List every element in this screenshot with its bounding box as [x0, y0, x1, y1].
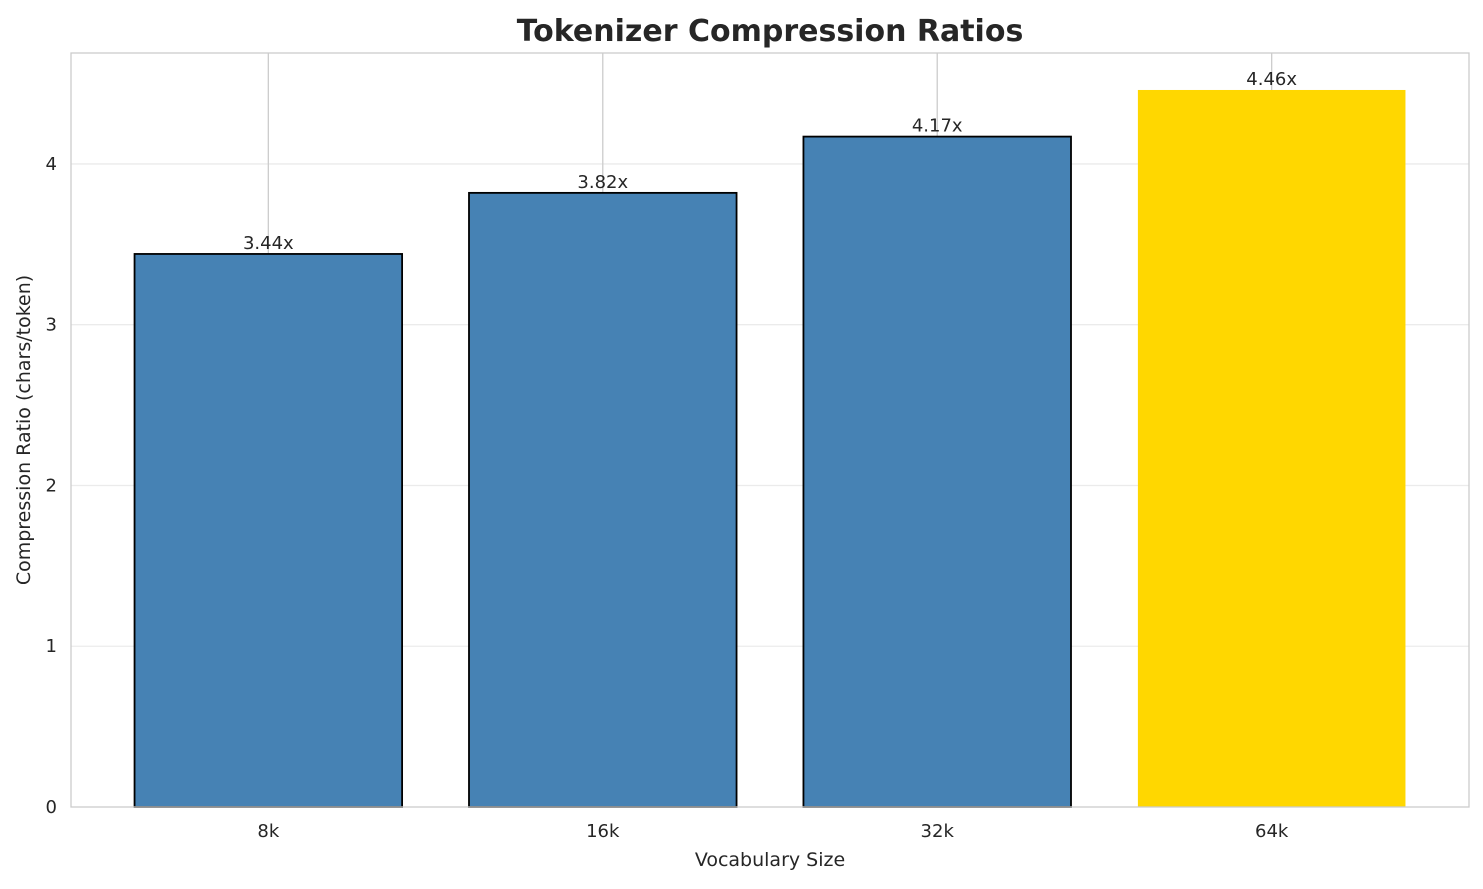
x-tick-label: 64k — [1255, 821, 1289, 842]
x-tick-label: 8k — [257, 821, 279, 842]
y-tick-label: 1 — [46, 636, 57, 657]
x-tick-label: 32k — [921, 821, 955, 842]
plot-frame — [70, 52, 1470, 808]
bars — [133, 89, 1406, 808]
bar-32k — [802, 135, 1072, 808]
bar-64k — [1137, 89, 1406, 807]
data-label-64k: 4.46x — [1246, 69, 1297, 90]
bar-16k — [468, 191, 738, 808]
data-label-8k: 3.44x — [243, 233, 294, 254]
data-label-16k: 3.82x — [577, 172, 628, 193]
chart-title: Tokenizer Compression Ratios — [517, 14, 1024, 49]
y-ticks: 0 1 2 3 4 — [46, 154, 57, 818]
data-label-32k: 4.17x — [912, 116, 963, 137]
y-axis-label: Compression Ratio (chars/token) — [13, 275, 35, 585]
x-axis-label: Vocabulary Size — [695, 849, 845, 871]
y-tick-label: 2 — [46, 475, 57, 496]
bar-8k — [133, 253, 404, 808]
x-tick-label: 16k — [586, 821, 620, 842]
x-ticks: 8k 16k 32k 64k — [257, 821, 1289, 842]
data-labels: 3.44x 3.82x 4.17x 4.46x — [243, 69, 1297, 254]
y-tick-label: 3 — [46, 315, 57, 336]
y-tick-label: 4 — [46, 154, 57, 175]
y-tick-label: 0 — [46, 797, 57, 818]
